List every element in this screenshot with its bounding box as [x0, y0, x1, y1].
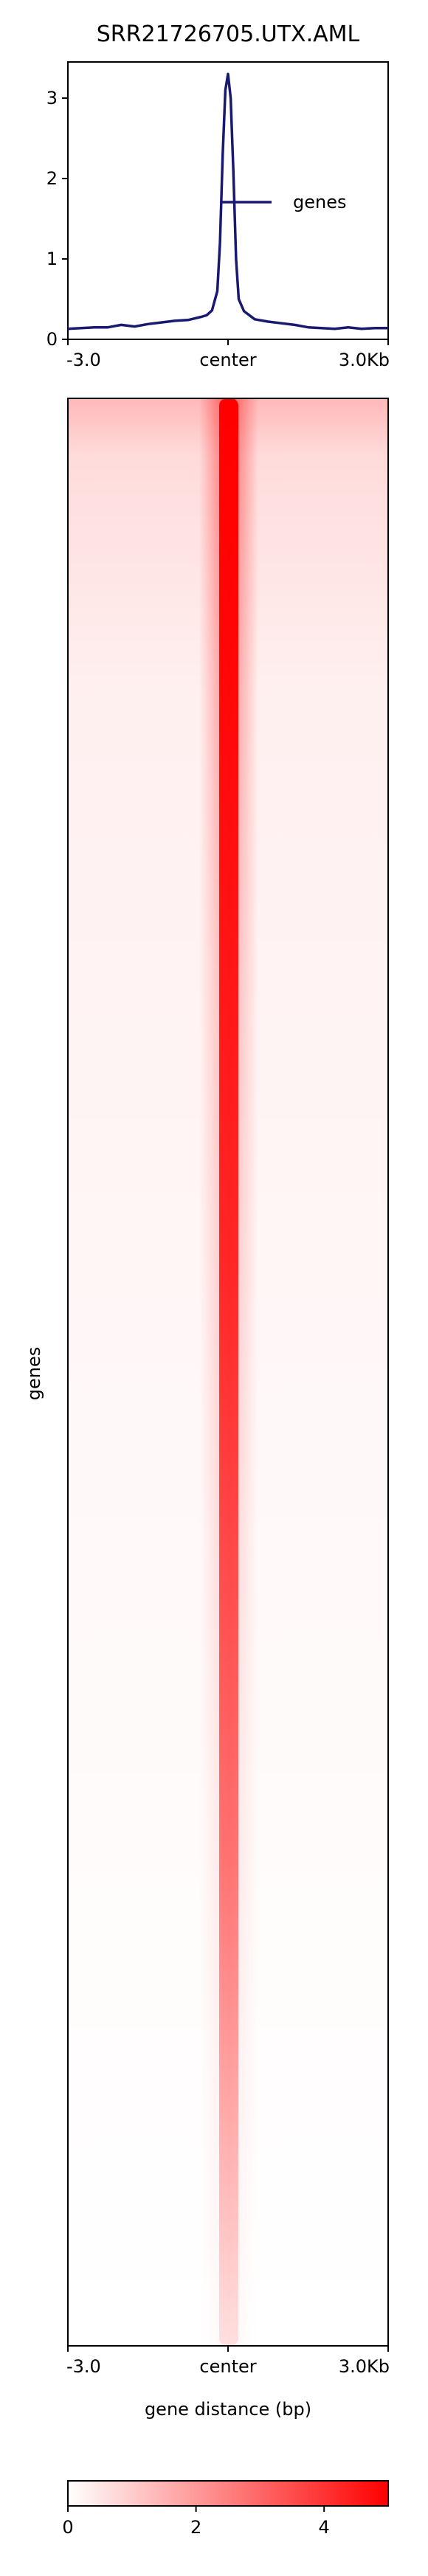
y-tick-label: 3	[46, 88, 58, 108]
heatmap-center-signal	[219, 398, 238, 2346]
heatmap-x-tick-label: center	[199, 2356, 256, 2377]
profile-x-tick-label: center	[199, 350, 256, 370]
heatmap-x-label: gene distance (bp)	[145, 2399, 311, 2420]
heatmap-y-label: genes	[24, 1347, 44, 1400]
y-tick-label: 2	[46, 168, 58, 189]
heatmap: -3.0 center 3.0Kb genes gene distance (bp)	[24, 398, 390, 2420]
profile-x-tick-label: -3.0	[66, 350, 101, 370]
colorbar-tick-label: 2	[190, 2517, 201, 2538]
profile-legend: genes	[221, 192, 346, 212]
chart-title: SRR21726705.UTX.AML	[97, 21, 360, 47]
heatmap-x-tick-label: 3.0Kb	[339, 2356, 390, 2377]
profile-line-genes	[67, 72, 388, 330]
profile-x-tick-label: 3.0Kb	[339, 350, 390, 370]
profile-axes-frame	[67, 61, 389, 340]
profile-plot: 0 1 2 3 -3.0 center 3.0Kb genes	[46, 61, 390, 370]
colorbar-ticks: 0 2 4	[62, 2506, 330, 2538]
legend-label-genes: genes	[293, 192, 346, 212]
heatmap-x-tick-label: -3.0	[66, 2356, 101, 2377]
colorbar-gradient	[67, 2480, 389, 2507]
colorbar: 0 2 4	[62, 2480, 389, 2538]
colorbar-tick-label: 4	[319, 2517, 330, 2538]
y-tick-label: 1	[46, 249, 58, 269]
profile-y-ticks: 0 1 2 3	[46, 88, 68, 350]
y-tick-label: 0	[46, 329, 58, 350]
heatmap-x-ticks: -3.0 center 3.0Kb	[66, 2346, 390, 2377]
profile-x-ticks: -3.0 center 3.0Kb	[66, 339, 390, 370]
colorbar-tick-label: 0	[62, 2517, 73, 2538]
